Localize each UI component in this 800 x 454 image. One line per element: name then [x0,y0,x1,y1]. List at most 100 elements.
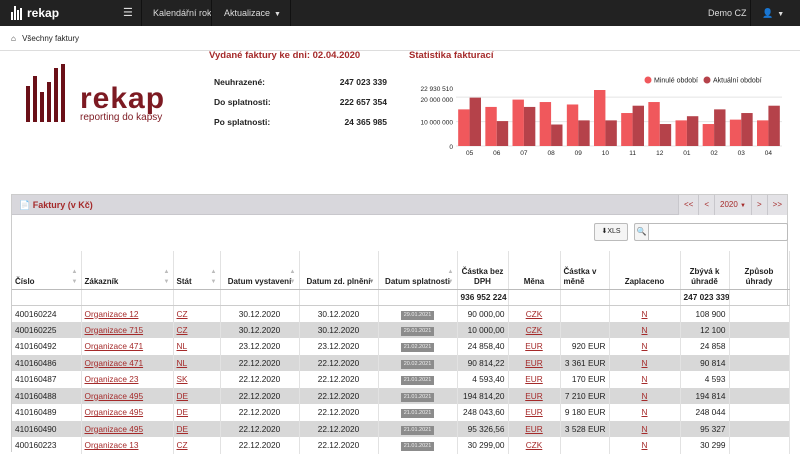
nav-user-name[interactable]: Demo CZ [708,8,747,18]
table-cell: NL [173,354,221,371]
user-menu-dropdown[interactable]: 👤 ▼ [762,0,784,26]
customer-link[interactable]: Organizace 495 [84,423,144,434]
table-cell: Organizace 12 [81,305,174,322]
pager-prev-button[interactable]: < [698,195,714,215]
search-input[interactable] [648,223,788,241]
country-link[interactable]: CZ [176,308,188,319]
table-cell: 410160487 [12,371,82,388]
table-row[interactable]: 410160486 Organizace 471 NL 22.12.2020 22.12… [12,354,790,371]
table-cell [729,354,790,371]
column-header[interactable]: Částka bez DPH [457,251,509,290]
brand-logo[interactable]: rekap [11,5,59,21]
table-cell: 170 EUR [560,371,610,388]
column-header[interactable]: Datum splatnosti ▲ ▼ [378,251,458,290]
country-link[interactable]: DE [176,407,189,418]
table-row[interactable]: 410160488 Organizace 495 DE 22.12.2020 22.12… [12,387,790,404]
menu-toggle-icon[interactable]: ☰ [123,7,133,19]
column-header[interactable]: Způsob úhrady [729,251,790,290]
paid-link[interactable]: N [641,440,648,451]
paid-link[interactable]: N [641,324,648,335]
chart-bar [485,106,497,146]
due-date: 21.02.2021 [400,343,435,353]
table-cell: CZK [508,321,561,338]
currency-link[interactable]: EUR [525,374,543,385]
customer-link[interactable]: Organizace 12 [84,308,139,319]
pager-first-button[interactable]: << [677,195,699,215]
customer-link[interactable]: Organizace 495 [84,407,144,418]
customer-link[interactable]: Organizace 471 [84,357,144,368]
column-header-label: Datum vystavení [227,276,292,286]
currency-link[interactable]: EUR [525,407,543,418]
country-link[interactable]: NL [176,357,188,368]
table-row[interactable]: 410160487 Organizace 23 SK 22.12.2020 22.12.… [12,371,790,388]
country-link[interactable]: DE [176,423,189,434]
table-cell: Organizace 471 [81,338,174,355]
table-cell: 108 900 [680,305,730,322]
column-header[interactable]: Částka v měně [560,251,610,290]
summary-row-due: Do splatnosti: 222 657 354 [214,97,387,107]
table-cell: 400160224 [12,305,82,322]
tax-date: 22.12.2020 [317,357,360,368]
nav-calendar-year[interactable]: Kalendářní rok [153,8,212,18]
currency-link[interactable]: CZK [525,440,543,451]
table-cell: CZ [173,437,221,454]
country-link[interactable]: NL [176,341,188,352]
table-row[interactable]: 400160225 Organizace 715 CZ 30.12.2020 30.12… [12,321,790,338]
currency-link[interactable]: CZK [525,308,543,319]
table-cell: DE [173,404,221,421]
currency-link[interactable]: EUR [525,423,543,434]
table-row[interactable]: 400160223 Organizace 13 CZ 22.12.2020 22.12.… [12,437,790,454]
table-row[interactable]: 410160489 Organizace 495 DE 22.12.2020 22.12… [12,404,790,421]
issue-date: 22.12.2020 [238,390,281,401]
column-header[interactable]: Číslo ▲ ▼ [12,251,82,290]
currency-link[interactable]: EUR [525,390,543,401]
breadcrumb-current: Všechny faktury [22,34,79,43]
customer-link[interactable]: Organizace 23 [84,374,139,385]
pager-next-button[interactable]: > [750,195,767,215]
due-date: 21.01.2021 [400,392,435,402]
customer-link[interactable]: Organizace 13 [84,440,139,451]
table-cell: 30 299,00 [457,437,509,454]
column-header[interactable]: Stát ▲ ▼ [173,251,221,290]
paid-link[interactable]: N [641,308,648,319]
amount-currency: 3 528 EUR [564,423,606,434]
country-link[interactable]: SK [176,374,188,385]
table-row[interactable]: 400160224 Organizace 12 CZ 30.12.2020 30.12.… [12,305,790,322]
home-icon[interactable]: ⌂ [11,34,16,43]
paid-link[interactable]: N [641,374,648,385]
table-row[interactable]: 410160492 Organizace 471 NL 23.12.2020 23.12… [12,338,790,355]
country-link[interactable]: CZ [176,324,188,335]
column-header[interactable]: Zaplaceno [609,251,681,290]
currency-link[interactable]: CZK [525,324,543,335]
column-header[interactable]: Zbývá k úhradě [680,251,730,290]
column-header-label: Zaplaceno [624,276,665,286]
column-header[interactable]: Datum zd. plnění ▼ [299,251,379,290]
chart-bar [594,90,606,146]
column-header[interactable]: Zákazník ▲ ▼ [81,251,174,290]
table-row[interactable]: 410160490 Organizace 495 DE 22.12.2020 22.12… [12,420,790,437]
paid-link[interactable]: N [641,423,648,434]
currency-link[interactable]: EUR [525,341,543,352]
pager-last-button[interactable]: >> [766,195,787,215]
pager-year-select[interactable]: 2020 ▼ [714,195,751,215]
currency-link[interactable]: EUR [525,357,543,368]
chart-legend-label: Minulé období [654,78,698,85]
amount-net: 10 000,00 [467,324,505,335]
export-xls-button[interactable]: ⬇XLS [594,223,628,241]
sort-icon: ▲ ▼ [210,269,217,285]
remaining-amount: 90 814 [700,357,726,368]
customer-link[interactable]: Organizace 495 [84,390,144,401]
stats-title: Statistika fakturací [409,50,494,61]
caret-down-icon: ▼ [740,203,746,209]
paid-link[interactable]: N [641,390,648,401]
customer-link[interactable]: Organizace 715 [84,324,144,335]
paid-link[interactable]: N [641,341,648,352]
column-header[interactable]: Datum vystavení ▲ ▼ [220,251,300,290]
country-link[interactable]: CZ [176,440,188,451]
customer-link[interactable]: Organizace 471 [84,341,144,352]
column-header[interactable]: Měna [508,251,561,290]
country-link[interactable]: DE [176,390,189,401]
nav-update-dropdown[interactable]: Aktualizace ▼ [224,0,281,26]
paid-link[interactable]: N [641,357,648,368]
paid-link[interactable]: N [641,407,648,418]
